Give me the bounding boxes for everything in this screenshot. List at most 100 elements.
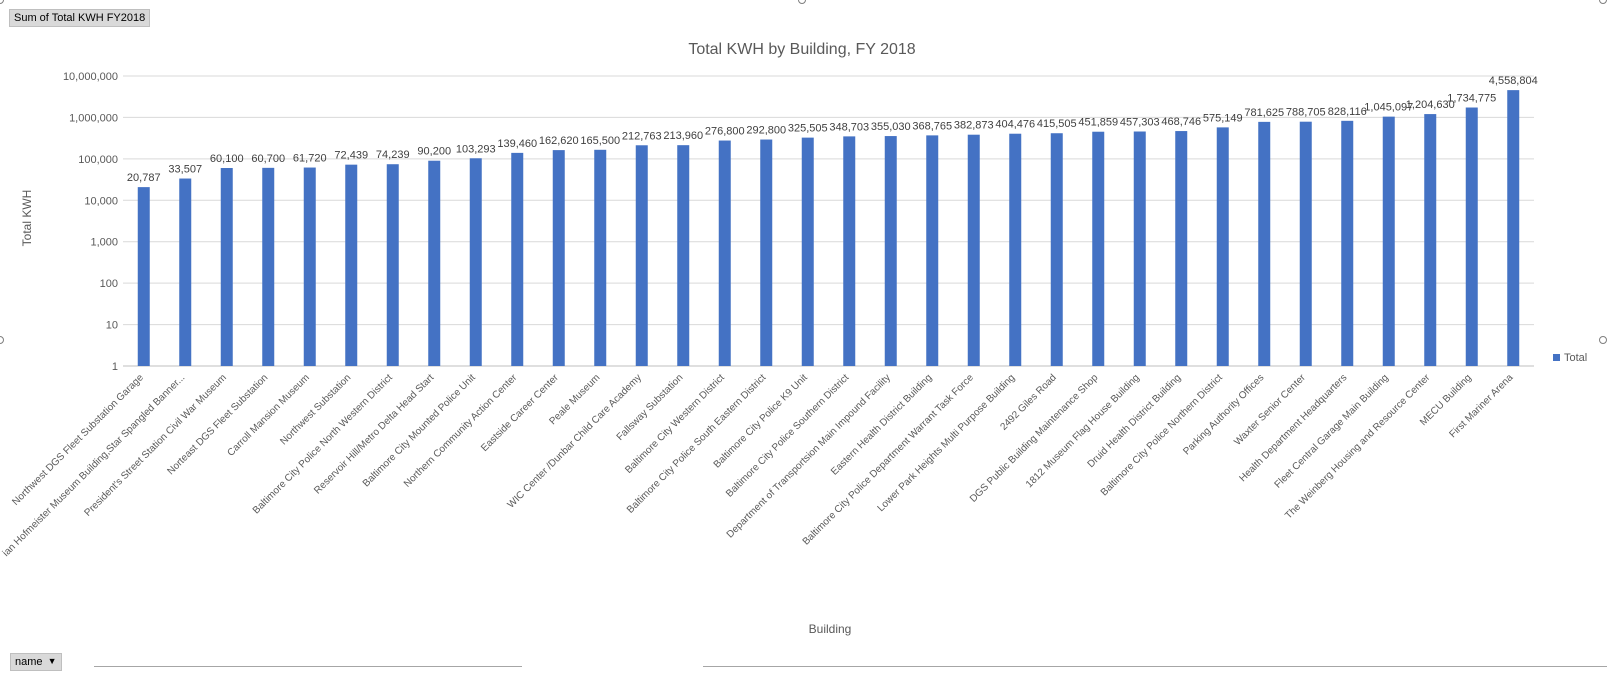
- data-label: 4,558,804: [1489, 75, 1538, 87]
- data-label: 90,200: [417, 146, 451, 158]
- x-tick-label: The Weinberg Housing and Resource Center: [1283, 372, 1433, 522]
- data-label: 828,116: [1328, 106, 1367, 118]
- legend-swatch: [1553, 354, 1560, 361]
- data-label: 60,700: [251, 153, 285, 165]
- data-labels: 20,787 33,507 60,100 60,700 61,720 72,439 74,2…: [127, 75, 1538, 184]
- x-tick-label: Parking Authority Offices: [1181, 372, 1266, 457]
- bar: [718, 140, 731, 366]
- bar: [1216, 127, 1229, 367]
- axis-field-button[interactable]: name ▼: [10, 653, 62, 671]
- x-tick-label: President's Street Station Civil War Mus…: [82, 372, 228, 518]
- worksheet-cell-border: [703, 666, 1607, 667]
- data-label: 1,045,097: [1364, 102, 1413, 114]
- data-label: 348,703: [829, 121, 869, 133]
- bar: [552, 150, 565, 366]
- bar: [220, 168, 233, 366]
- bar: [1382, 116, 1395, 366]
- bar: [843, 136, 856, 366]
- bar: [1424, 114, 1437, 366]
- bar: [1341, 120, 1354, 367]
- x-tick-label: Carroll Mansion Museum: [225, 372, 311, 458]
- bar: [386, 164, 399, 366]
- y-tick-label: 100: [100, 278, 118, 290]
- chevron-down-icon: ▼: [47, 656, 57, 666]
- resize-handle-middle-right[interactable]: [1599, 336, 1607, 344]
- data-label: 72,439: [334, 150, 368, 162]
- legend-label: Total: [1564, 352, 1587, 364]
- bar: [801, 137, 814, 366]
- data-label: 368,765: [912, 120, 952, 132]
- data-label: 103,293: [456, 143, 496, 155]
- bar: [469, 158, 482, 366]
- bar: [511, 152, 524, 366]
- bar: [884, 136, 897, 366]
- bars: [137, 90, 1520, 367]
- x-axis-tick-labels: Northwest DGS Fleet Substation Garageian…: [1, 372, 1516, 559]
- gridlines: [123, 75, 1534, 367]
- bar: [1299, 121, 1312, 366]
- bar: [262, 167, 275, 366]
- data-label: 276,800: [705, 126, 745, 138]
- x-tick-label: ian Hofmeister Museum Building,Star Span…: [1, 372, 188, 559]
- data-label: 61,720: [293, 153, 327, 165]
- bar: [428, 160, 441, 366]
- data-label: 415,505: [1037, 118, 1077, 130]
- worksheet-cell-border: [94, 666, 522, 667]
- bar: [1175, 131, 1188, 366]
- y-tick-label: 10,000: [84, 195, 118, 207]
- data-label: 781,625: [1244, 107, 1284, 119]
- data-label: 457,303: [1120, 117, 1160, 129]
- bar: [1092, 131, 1105, 366]
- x-tick-label: Eastside Career Center: [479, 372, 561, 454]
- data-label: 325,505: [788, 123, 828, 135]
- data-label: 575,149: [1203, 112, 1243, 124]
- y-tick-label: 10,000,000: [63, 71, 118, 83]
- data-label: 451,859: [1078, 117, 1118, 129]
- data-label: 165,500: [580, 135, 620, 147]
- data-label: 382,873: [954, 120, 994, 132]
- bar: [137, 187, 150, 366]
- data-label: 139,460: [497, 138, 537, 150]
- y-tick-label: 100,000: [78, 154, 118, 166]
- data-label: 355,030: [871, 121, 911, 133]
- bar: [345, 164, 358, 366]
- data-label: 74,239: [376, 149, 410, 161]
- data-label: 1,734,775: [1447, 93, 1496, 105]
- bar: [1465, 107, 1478, 367]
- chart-title: Total KWH by Building, FY 2018: [688, 41, 915, 58]
- bar: [303, 167, 316, 366]
- data-label: 60,100: [210, 153, 244, 165]
- y-tick-label: 10: [106, 320, 118, 332]
- data-label: 213,960: [663, 130, 703, 142]
- bar: [1258, 121, 1271, 366]
- value-field-button[interactable]: Sum of Total KWH FY2018: [9, 9, 151, 27]
- y-axis-title: Total KWH: [20, 190, 34, 247]
- data-label: 404,476: [995, 119, 1035, 131]
- data-label: 162,620: [539, 135, 579, 147]
- bar: [1133, 131, 1146, 366]
- bar: [1009, 133, 1022, 366]
- bar: [635, 145, 648, 366]
- legend: Total: [1553, 352, 1587, 364]
- data-label: 20,787: [127, 172, 161, 184]
- data-label: 468,746: [1161, 116, 1201, 128]
- bar: [677, 145, 690, 366]
- y-tick-label: 1: [112, 361, 118, 373]
- bar: [594, 149, 607, 366]
- bar: [1050, 133, 1063, 366]
- data-label: 292,800: [746, 125, 786, 137]
- bar: [179, 178, 192, 366]
- axis-field-label: name: [15, 656, 43, 668]
- data-label: 33,507: [168, 164, 202, 176]
- bar: [967, 134, 980, 366]
- data-label: 1,204,630: [1406, 99, 1455, 111]
- bar: [760, 139, 773, 366]
- data-label: 212,763: [622, 130, 662, 142]
- x-axis-title: Building: [809, 622, 852, 636]
- x-tick-label: Waxter Senior Center: [1232, 372, 1308, 448]
- y-tick-label: 1,000,000: [69, 112, 118, 124]
- y-axis-tick-labels: 1 10 100 1,000 10,000 100,000 1,000,000 10,000,…: [63, 71, 118, 373]
- x-tick-label: Northwest Substation: [278, 372, 353, 447]
